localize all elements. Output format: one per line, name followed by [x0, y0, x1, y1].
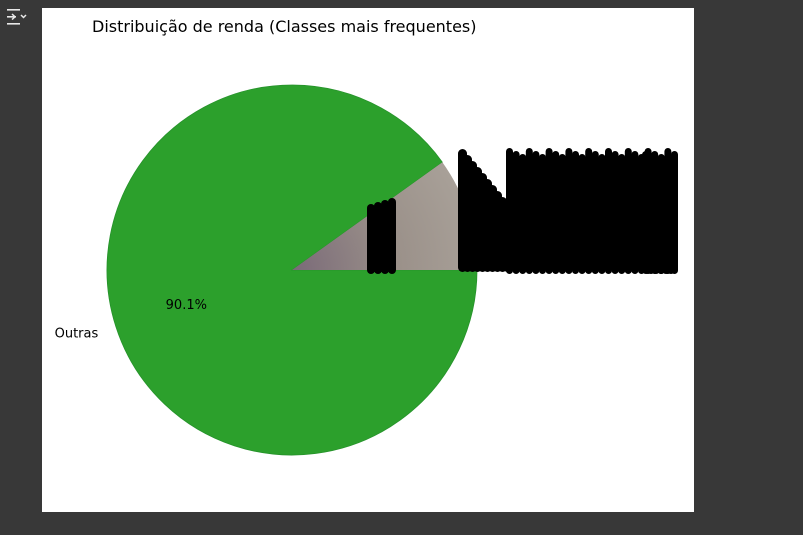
overlapping-pct-label-stroke: [374, 202, 382, 274]
overlapping-class-label-stroke: [526, 148, 533, 274]
overlapping-class-label-stroke: [546, 148, 553, 274]
overlapping-class-label-stroke: [605, 148, 612, 274]
overlapping-pct-label-stroke: [388, 198, 396, 274]
overlapping-class-label-stroke: [598, 154, 605, 274]
overlapping-class-label-stroke: [539, 154, 546, 274]
overlapping-class-label-stroke: [519, 154, 526, 274]
overlapping-class-label-stroke: [506, 148, 513, 274]
collapse-output-glyph: [4, 6, 28, 28]
overlapping-class-label-stroke: [592, 151, 599, 274]
overlapping-class-label-stroke: [572, 151, 579, 274]
overlapping-pct-label-stroke: [367, 204, 375, 274]
slice-label: Outras: [55, 326, 99, 341]
overlapping-pct-label-stroke: [381, 200, 389, 274]
chart-figure: Distribuição de renda (Classes mais freq…: [42, 8, 694, 512]
slice-percentage-label: 90.1%: [166, 298, 207, 313]
overlapping-class-label-stroke: [631, 151, 638, 274]
overlapping-class-label-stroke: [618, 154, 625, 274]
overlapping-class-label-stroke: [579, 154, 586, 274]
overlapping-class-label-stroke: [585, 148, 592, 274]
chart-title: Distribuição de renda (Classes mais freq…: [92, 17, 477, 36]
overlapping-class-label-stroke: [565, 148, 572, 274]
pie-slices: [107, 85, 477, 455]
collapse-output-icon[interactable]: [4, 6, 28, 28]
overlapping-class-label-stroke: [513, 151, 520, 274]
overlapping-class-label-stroke: [625, 148, 632, 274]
overlapping-class-label-stroke: [612, 151, 619, 274]
overlapping-class-label-stroke: [667, 196, 675, 274]
pie-slice-outras: [107, 85, 477, 455]
overlapping-class-label-stroke: [532, 151, 539, 274]
pie-chart: Distribuição de renda (Classes mais freq…: [42, 8, 694, 512]
overlapping-class-label-stroke: [552, 151, 559, 274]
overlapping-class-label-stroke: [559, 154, 566, 274]
